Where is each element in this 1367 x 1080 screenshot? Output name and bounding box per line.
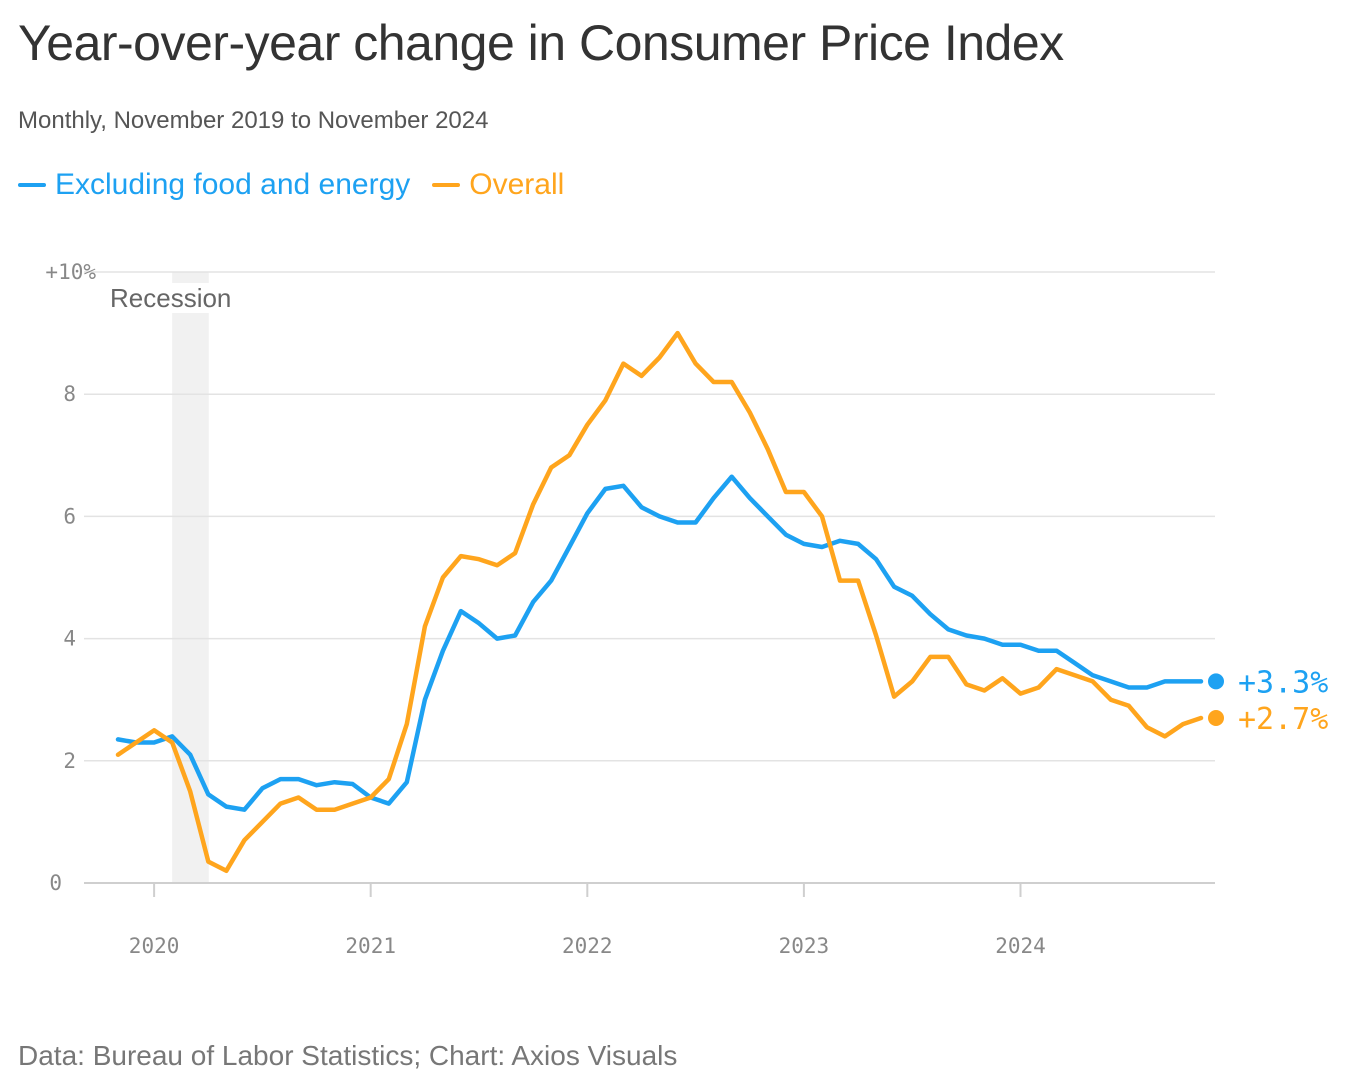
series-end-dot-1	[1208, 710, 1224, 727]
x-tick-label: 2020	[129, 934, 180, 958]
y-tick-label: 6	[63, 504, 76, 528]
chart-title: Year-over-year change in Consumer Price …	[18, 15, 1064, 71]
y-tick-label: 0	[49, 871, 62, 895]
recession-label-bg	[104, 283, 260, 313]
legend-item-core: Excluding food and energy	[18, 168, 410, 202]
x-tick-label: 2021	[345, 934, 396, 958]
x-tick-label: 2024	[995, 934, 1046, 958]
legend-item-overall: Overall	[432, 168, 564, 202]
chart-subtitle: Monthly, November 2019 to November 2024	[18, 107, 489, 134]
y-tick-label: +10%	[45, 260, 96, 284]
y-tick-label: 2	[63, 749, 76, 773]
y-tick-label: 8	[63, 382, 76, 406]
series-line-0	[115, 474, 1204, 812]
y-tick-label: 4	[63, 627, 76, 651]
series-end-dot-0	[1208, 673, 1224, 690]
series-end-label-0: +3.3%	[1238, 665, 1328, 700]
series-line-1	[115, 330, 1204, 874]
legend: Excluding food and energy Overall	[18, 168, 586, 202]
series-end-label-1: +2.7%	[1238, 702, 1328, 737]
legend-label-overall: Overall	[469, 168, 565, 201]
legend-swatch-overall	[432, 183, 461, 187]
legend-swatch-core	[18, 183, 46, 187]
chart-plot: 0 2 4 6 8 +10% Recession 2020 2021 2022 2023 2024 +3…	[45, 260, 1328, 958]
chart-source: Data: Bureau of Labor Statistics; Chart:…	[18, 1040, 678, 1071]
legend-label-core: Excluding food and energy	[55, 168, 411, 201]
x-tick-label: 2023	[779, 934, 830, 958]
x-tick-label: 2022	[562, 934, 613, 958]
recession-label: Recession	[110, 283, 231, 313]
